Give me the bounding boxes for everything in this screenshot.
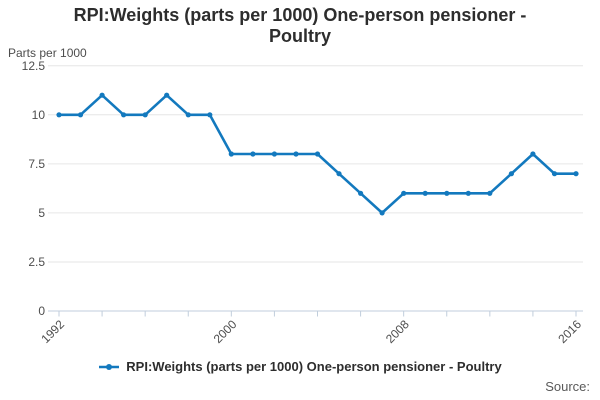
- data-point-marker[interactable]: [77, 112, 84, 118]
- data-point-marker[interactable]: [99, 92, 105, 98]
- chart-title-line2: Poultry: [268, 26, 331, 46]
- data-point-marker[interactable]: [487, 190, 493, 196]
- data-point-marker[interactable]: [358, 190, 364, 196]
- data-point-marker[interactable]: [250, 151, 256, 157]
- data-point-marker[interactable]: [530, 151, 536, 157]
- data-point-marker[interactable]: [142, 112, 148, 118]
- legend-item[interactable]: RPI:Weights (parts per 1000) One-person …: [98, 359, 502, 374]
- x-tick-label: 2008: [383, 317, 412, 346]
- data-point-marker[interactable]: [271, 151, 277, 157]
- data-point-marker[interactable]: [56, 112, 62, 118]
- y-tick-label: 12.5: [22, 59, 46, 73]
- data-point-marker[interactable]: [314, 151, 321, 157]
- y-axis-title: Parts per 1000: [8, 46, 87, 60]
- data-point-marker[interactable]: [121, 112, 127, 118]
- source-label: Source:: [545, 379, 590, 394]
- legend-label: RPI:Weights (parts per 1000) One-person …: [126, 359, 502, 374]
- x-tick-label: 2000: [211, 317, 240, 346]
- data-point-marker[interactable]: [379, 210, 385, 216]
- x-tick-label: 2016: [555, 317, 584, 346]
- y-tick-label: 2.5: [28, 255, 45, 269]
- data-point-marker[interactable]: [164, 92, 170, 98]
- y-tick-label: 5: [38, 206, 45, 220]
- data-point-marker[interactable]: [293, 151, 299, 157]
- data-point-marker[interactable]: [465, 190, 471, 196]
- data-point-marker[interactable]: [207, 112, 213, 118]
- chart-title-line1: RPI:Weights (parts per 1000) One-person …: [73, 5, 527, 25]
- data-point-marker[interactable]: [185, 112, 191, 118]
- legend-line-marker-icon: [99, 363, 120, 370]
- y-tick-label: 7.5: [28, 157, 45, 171]
- data-point-marker[interactable]: [336, 171, 342, 177]
- data-point-marker[interactable]: [422, 190, 428, 196]
- chart-title: RPI:Weights (parts per 1000) One-person …: [0, 5, 600, 47]
- data-point-marker[interactable]: [228, 151, 234, 157]
- y-tick-label: 10: [32, 108, 46, 122]
- data-point-marker[interactable]: [573, 171, 579, 177]
- data-point-marker[interactable]: [444, 190, 450, 196]
- data-point-marker[interactable]: [401, 190, 407, 196]
- legend: RPI:Weights (parts per 1000) One-person …: [0, 359, 600, 374]
- data-point-marker[interactable]: [508, 171, 514, 177]
- x-tick-label: 1992: [38, 317, 67, 346]
- data-point-marker[interactable]: [551, 171, 558, 177]
- y-tick-label: 0: [38, 304, 45, 318]
